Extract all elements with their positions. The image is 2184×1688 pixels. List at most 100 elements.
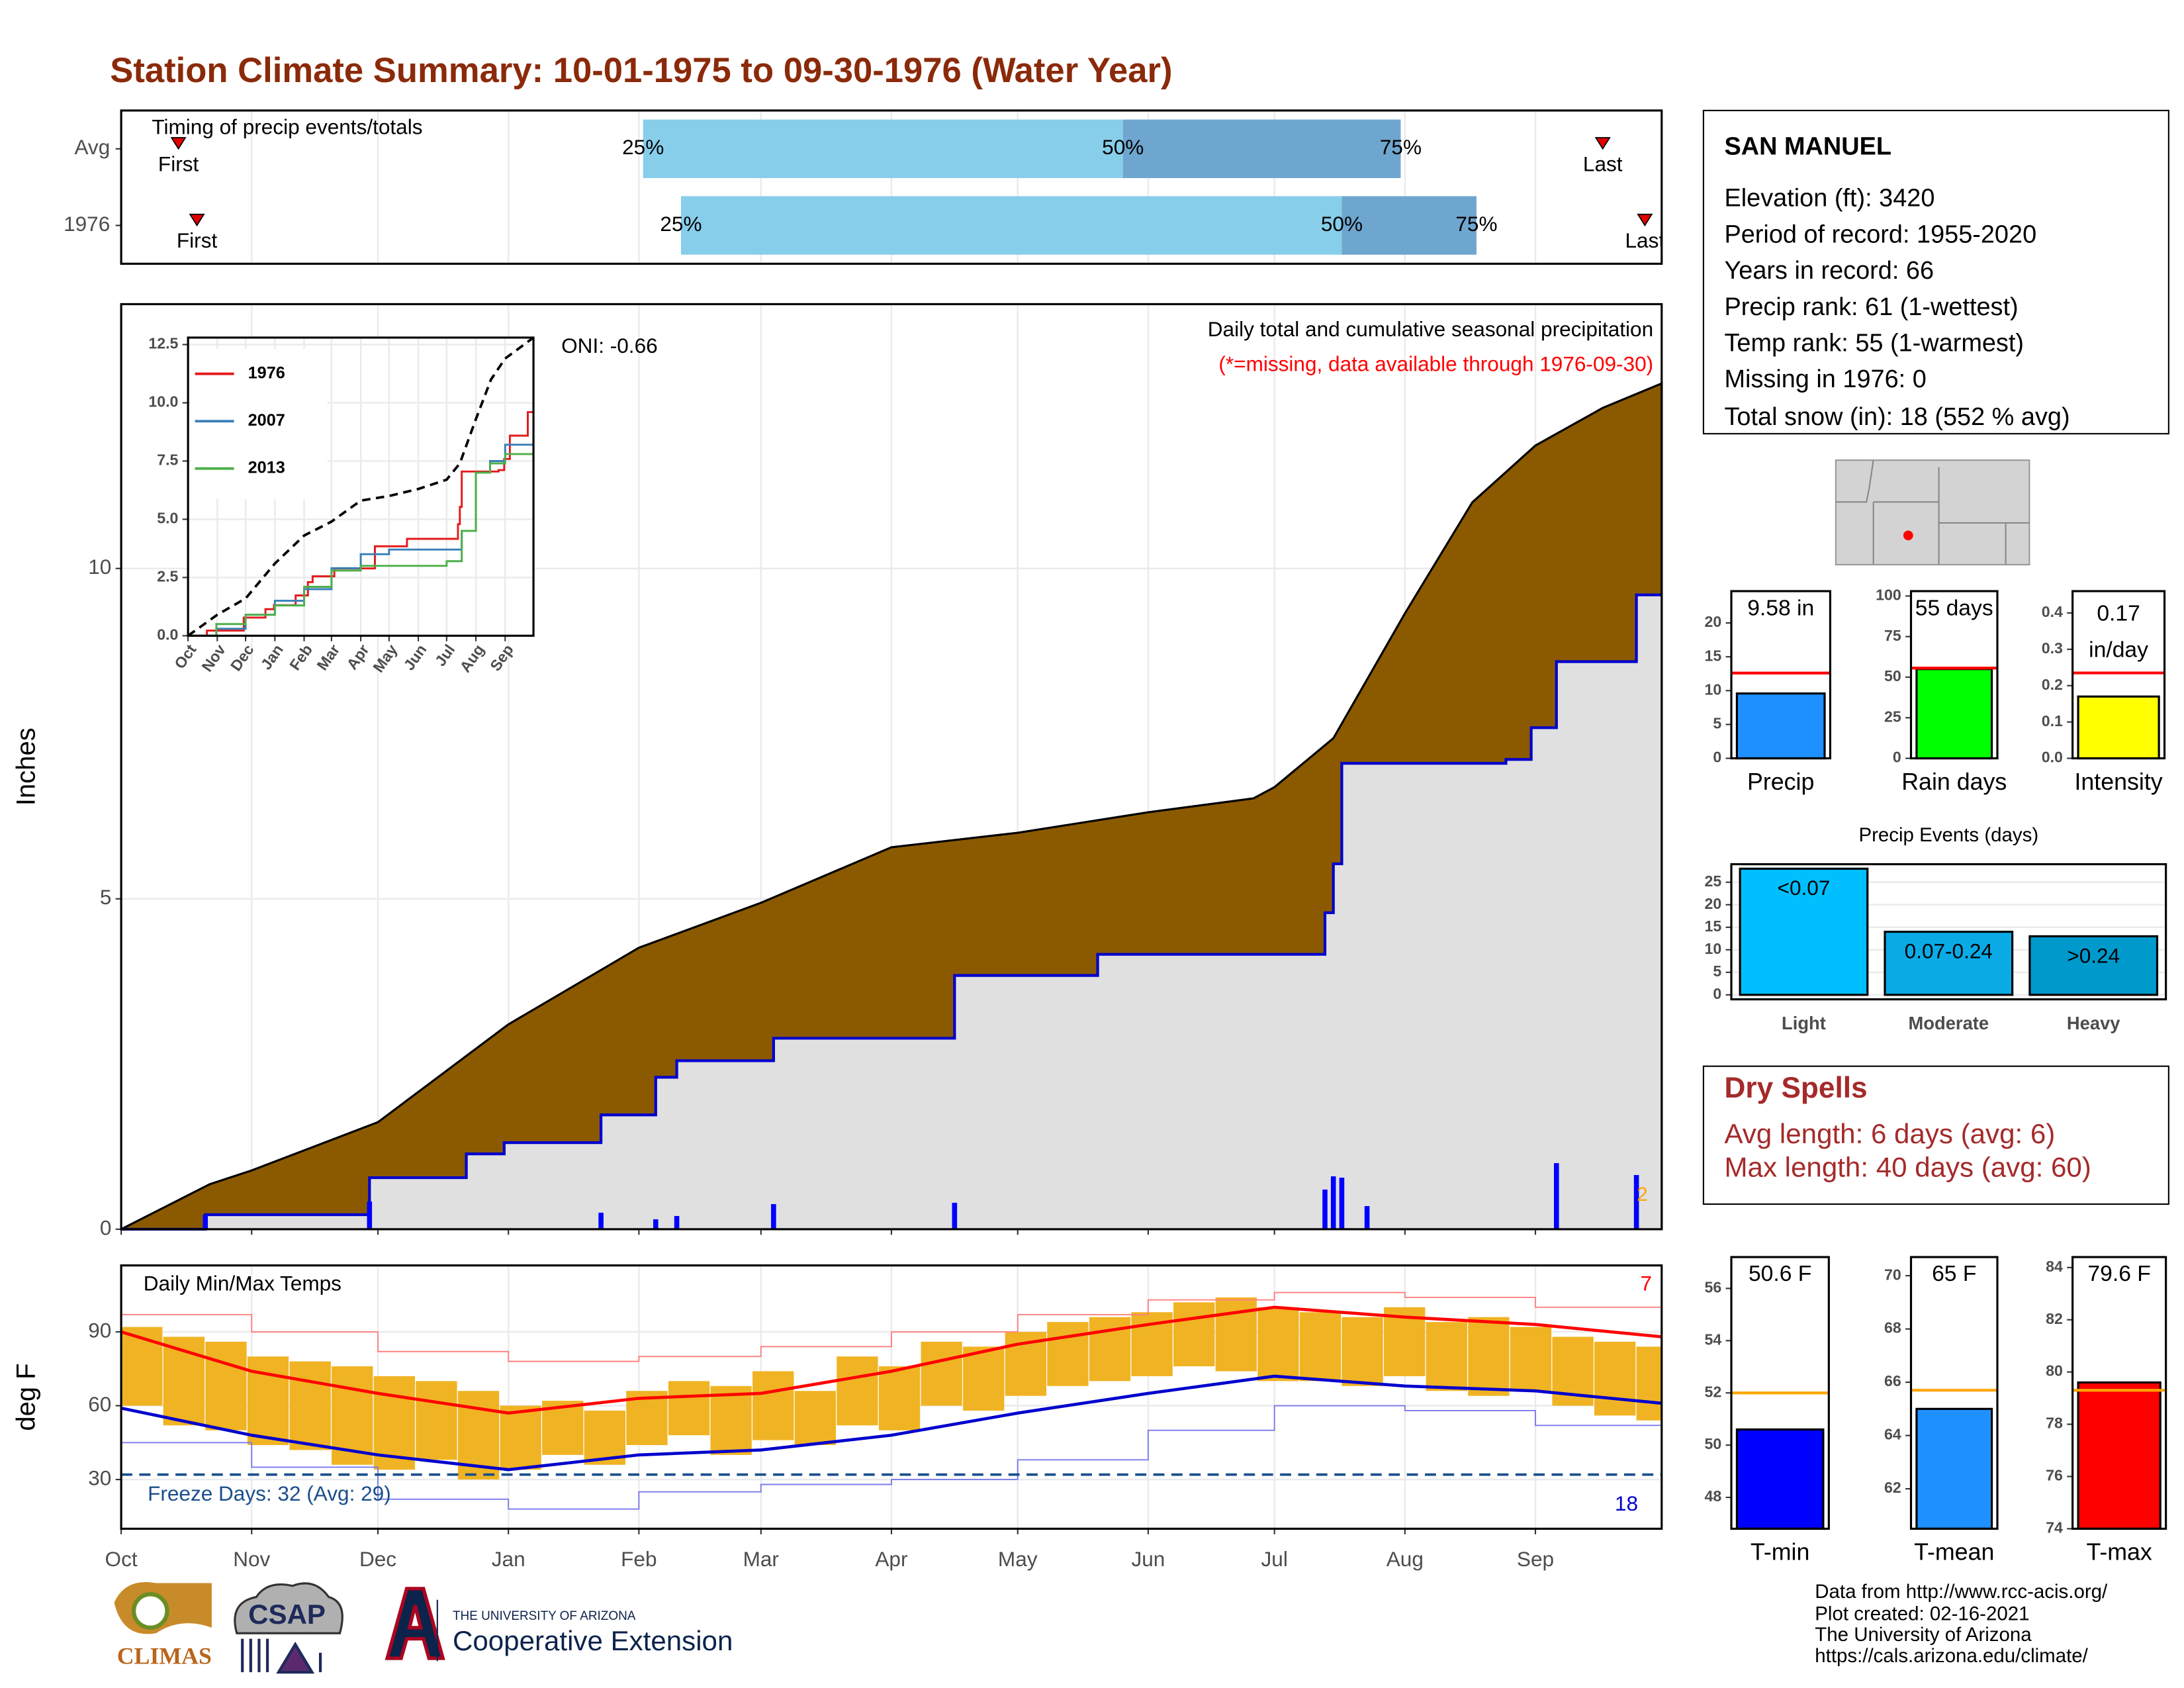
timing-bar-early — [643, 119, 1123, 179]
daily-temp-range — [289, 1361, 331, 1450]
timing-marker — [1594, 137, 1611, 150]
y-tick-label: 0.0 — [2042, 749, 2063, 766]
daily-temp-range — [963, 1346, 1005, 1411]
x-tick-label: Heavy — [2067, 1013, 2120, 1033]
daily-temp-range — [247, 1356, 289, 1446]
plot-border — [1730, 1256, 1830, 1530]
y-tick-label: 84 — [2046, 1258, 2063, 1275]
climas-emblem-circle — [131, 1592, 169, 1630]
daily-precip-bar — [653, 1219, 659, 1229]
panel-title: Precip Events (days) — [1858, 824, 2038, 846]
x-tick-label: T-min — [1751, 1539, 1809, 1566]
y-tick-label: 10.0 — [148, 393, 178, 410]
y-tick-label: 0.3 — [2042, 639, 2063, 657]
csap-logo-text: CSAP — [248, 1599, 326, 1630]
y-tick-label: 66 — [1884, 1372, 1901, 1389]
daily-precip-bar — [367, 1201, 373, 1229]
csap-cloud — [234, 1582, 343, 1634]
y-tick-label: 90 — [88, 1318, 111, 1342]
y-tick-label: 68 — [1884, 1319, 1901, 1336]
y-tick-label: 10 — [1705, 680, 1722, 698]
station-line: Temp rank: 55 (1-warmest) — [1724, 330, 2024, 357]
y-tick-label: 62 — [1884, 1479, 1901, 1496]
daily-temp-range — [1257, 1307, 1299, 1382]
y-tick-label: 10 — [1705, 940, 1722, 957]
footer-line: The University of Arizona — [1815, 1624, 2032, 1646]
daily-temp-range — [837, 1356, 878, 1426]
bar — [1735, 692, 1826, 760]
y-tick-label: 30 — [88, 1466, 111, 1489]
season-line — [187, 336, 535, 637]
daily-precip-bar — [1339, 1178, 1345, 1229]
value-label: 65 F — [1932, 1262, 1976, 1286]
daily-precip-bar — [771, 1203, 776, 1229]
average-temp-line — [120, 1305, 1662, 1415]
season-line — [188, 411, 534, 637]
x-tick-label: Aug — [1387, 1547, 1424, 1571]
x-tick-label: Rain days — [1901, 769, 2007, 795]
page-title: Station Climate Summary: 10-01-1975 to 0… — [110, 51, 1172, 90]
bar — [1884, 931, 2014, 996]
season-line — [188, 440, 535, 637]
daily-temp-range — [921, 1341, 962, 1406]
daily-temp-range — [1299, 1312, 1342, 1382]
legend-label: 1976 — [248, 363, 285, 382]
value-label: 9.58 in — [1747, 596, 1814, 620]
plot-border — [2071, 590, 2166, 760]
bar — [1735, 1428, 1825, 1530]
y-tick-label: 5 — [100, 885, 112, 909]
legend-label: 2007 — [248, 411, 285, 430]
station-name: SAN MANUEL — [1724, 133, 1891, 161]
x-tick-label: May — [998, 1547, 1038, 1571]
bar — [1915, 668, 1993, 760]
daily-temp-range — [1468, 1317, 1510, 1396]
y-tick-label: 5.0 — [157, 510, 178, 527]
y-tick-label: 20 — [1705, 613, 1722, 630]
plot-border — [1730, 590, 1832, 760]
bar — [2077, 695, 2160, 760]
quartile-label: 75% — [1380, 135, 1422, 159]
annotation: 7 — [1640, 1271, 1652, 1295]
station-location — [1903, 530, 1913, 541]
timing-bar-late — [1342, 196, 1477, 255]
y-tick-label: 48 — [1705, 1487, 1722, 1505]
x-tick-label: Light — [1782, 1013, 1826, 1033]
unit-label: in/day — [2089, 637, 2148, 662]
y-tick-label: 0 — [1893, 749, 1901, 766]
y-tick-label: 0 — [1713, 985, 1721, 1002]
value-label: 55 days — [1915, 596, 1993, 620]
logos: CLIMAS CSAP THE UNIVERSITY OF ARIZONA Co… — [114, 1581, 733, 1674]
dry-spells-title: Dry Spells — [1724, 1072, 1867, 1104]
x-tick-label: Jun — [1131, 1547, 1165, 1571]
timing-bar-early — [680, 196, 1342, 255]
x-tick-label: Jan — [492, 1547, 525, 1571]
plot-border — [120, 303, 1663, 1231]
marker-label: First — [158, 152, 199, 175]
timing-marker — [170, 137, 187, 150]
daily-temp-range — [668, 1381, 710, 1436]
daily-temp-range — [121, 1327, 163, 1406]
y-tick-label: 64 — [1884, 1426, 1901, 1443]
daily-precip-bar — [1330, 1176, 1336, 1229]
y-tick-label: 0 — [100, 1215, 112, 1239]
x-tick-label: T-mean — [1914, 1539, 1994, 1566]
x-tick-label: Feb — [621, 1547, 657, 1571]
value-label: 0.17 — [2097, 602, 2140, 626]
plot-border — [2071, 1256, 2167, 1530]
observed-cumulative-area — [121, 594, 1662, 1229]
plot-border — [1909, 590, 1999, 760]
daily-temp-range — [710, 1385, 752, 1455]
footer-line: Data from http://www.rcc-acis.org/ — [1815, 1581, 2108, 1603]
plot-border — [120, 109, 1663, 265]
marker-label: Last — [1583, 152, 1623, 175]
daily-precip-bar — [203, 1214, 208, 1229]
x-tick-label: Intensity — [2074, 769, 2162, 795]
annotation: 2 — [1637, 1184, 1647, 1205]
quartile-label: 50% — [1321, 212, 1363, 236]
daily-temp-range — [1047, 1322, 1089, 1386]
station-line: Precip rank: 61 (1-wettest) — [1724, 293, 2018, 321]
daily-temp-range — [500, 1405, 541, 1470]
annotation: 18 — [1615, 1491, 1638, 1515]
y-tick-label: 100 — [1876, 586, 1901, 603]
station-line: Total snow (in): 18 (552 % avg) — [1724, 403, 2070, 431]
